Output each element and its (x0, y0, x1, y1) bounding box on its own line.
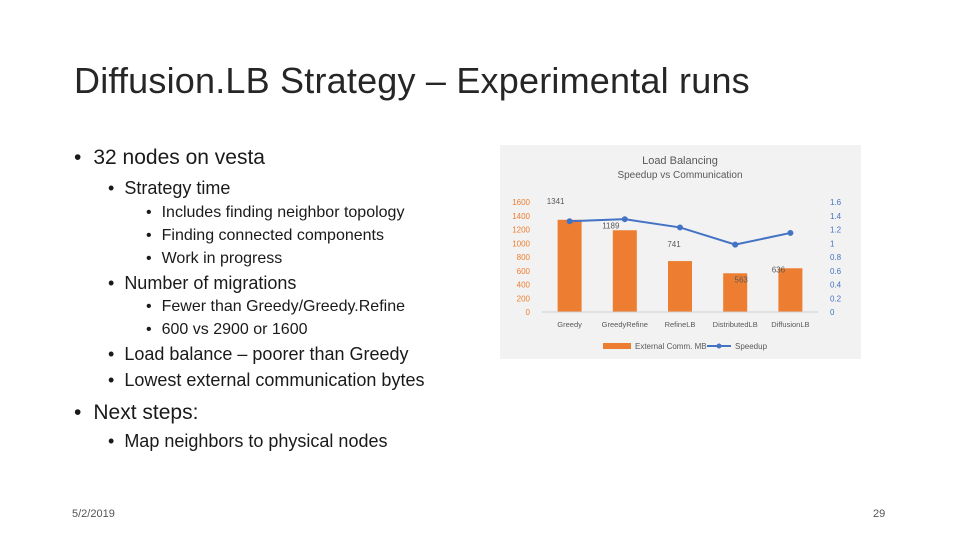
bullet-level3: • Work in progress (146, 250, 282, 268)
bullet-dot: • (146, 298, 152, 315)
bullet-text: 32 nodes on vesta (93, 146, 265, 169)
bullet-level2: • Strategy time (108, 178, 230, 199)
chart-title: Load Balancing (642, 155, 718, 167)
y-left-tick-label: 1600 (512, 198, 530, 207)
bullet-level1: • Next steps: (74, 401, 198, 425)
legend-swatch-marker (716, 343, 722, 349)
legend-label: Speedup (735, 342, 768, 351)
bullet-text: Map neighbors to physical nodes (124, 431, 388, 451)
bar-data-label: 1189 (602, 221, 620, 230)
bullet-dot: • (146, 321, 152, 338)
legend-label: External Comm. MB (635, 342, 707, 351)
bullet-dot: • (146, 227, 152, 244)
page-number: 29 (873, 508, 886, 520)
x-tick-label: DiffusionLB (771, 320, 809, 329)
chart-subtitle: Speedup vs Communication (617, 170, 742, 181)
bar (612, 230, 637, 312)
bullet-level2: • Lowest external communication bytes (108, 370, 424, 391)
y-left-tick-label: 200 (517, 294, 531, 303)
bullet-level3: • 600 vs 2900 or 1600 (146, 321, 308, 339)
bullet-text: Strategy time (124, 178, 231, 198)
bullet-dot: • (74, 401, 82, 424)
bullet-dot: • (108, 431, 115, 451)
bullet-dot: • (74, 146, 82, 169)
speedup-point (677, 224, 683, 231)
y-left-tick-label: 1200 (512, 226, 530, 235)
bullet-level2: • Number of migrations (108, 273, 296, 294)
bullet-dot: • (146, 250, 152, 267)
y-left-tick-label: 1400 (512, 212, 530, 221)
slide-title: Diffusion.LB Strategy – Experimental run… (74, 60, 750, 101)
x-tick-label: Greedy (557, 320, 582, 329)
y-left-tick-label: 0 (526, 308, 531, 317)
bullet-level3: • Fewer than Greedy/Greedy.Refine (146, 298, 405, 316)
bullet-text: Number of migrations (124, 273, 297, 293)
bar (723, 273, 748, 312)
y-left-tick-label: 600 (517, 267, 531, 276)
bullet-text: Lowest external communication bytes (124, 370, 425, 390)
bullet-level2: • Map neighbors to physical nodes (108, 431, 387, 452)
y-right-tick-label: 0.6 (830, 267, 842, 276)
speedup-point (621, 216, 628, 223)
bullet-text: Fewer than Greedy/Greedy.Refine (161, 298, 405, 315)
y-right-tick-label: 0.8 (830, 253, 842, 262)
bullet-dot: • (108, 178, 115, 198)
bar (778, 268, 803, 312)
bullet-text: Includes finding neighbor topology (161, 204, 405, 221)
bullet-level1: • 32 nodes on vesta (74, 146, 265, 170)
bullet-text: Finding connected components (161, 227, 384, 244)
bullet-text: Load balance – poorer than Greedy (124, 344, 409, 364)
bullet-dot: • (146, 204, 152, 221)
bar-data-label: 636 (772, 265, 786, 274)
y-left-tick-label: 800 (517, 253, 531, 262)
bullet-dot: • (108, 273, 115, 293)
speedup-point (732, 241, 739, 248)
load-balancing-chart: Load Balancing Speedup vs Communication 0 2… (512, 155, 842, 351)
bar-data-label: 1341 (547, 197, 565, 206)
speedup-point (787, 229, 794, 236)
y-left-tick-label: 1000 (512, 239, 530, 248)
bullet-text: Work in progress (161, 250, 283, 267)
bullet-text: Next steps: (93, 401, 199, 424)
bullet-level2: • Load balance – poorer than Greedy (108, 344, 409, 365)
bar (668, 261, 692, 312)
y-right-tick-label: 1.6 (830, 198, 842, 207)
chart-panel: Load Balancing Speedup vs Communication 0 2… (500, 145, 861, 359)
speedup-point (566, 218, 573, 225)
bullet-level3: • Finding connected components (146, 227, 384, 245)
bar (557, 219, 582, 312)
bullet-dot: • (108, 344, 115, 364)
bullet-level3: • Includes finding neighbor topology (146, 204, 404, 222)
footer-date: 5/2/2019 (72, 508, 115, 520)
y-right-tick-label: 0.2 (830, 294, 842, 303)
y-right-tick-label: 0.4 (830, 281, 842, 290)
bar-data-label: 563 (735, 275, 749, 284)
y-right-tick-label: 0 (830, 308, 835, 317)
bar-data-label: 741 (667, 240, 681, 249)
y-left-tick-label: 400 (517, 281, 531, 290)
bullet-dot: • (108, 370, 115, 390)
y-right-tick-label: 1.4 (830, 212, 842, 221)
y-right-tick-label: 1.2 (830, 226, 842, 235)
x-tick-label: DistributedLB (713, 320, 758, 329)
bullet-text: 600 vs 2900 or 1600 (161, 321, 308, 338)
legend-swatch-bar (603, 343, 631, 349)
y-right-tick-label: 1 (830, 239, 835, 248)
x-tick-label: RefineLB (665, 320, 696, 329)
x-tick-label: GreedyRefine (602, 320, 648, 329)
